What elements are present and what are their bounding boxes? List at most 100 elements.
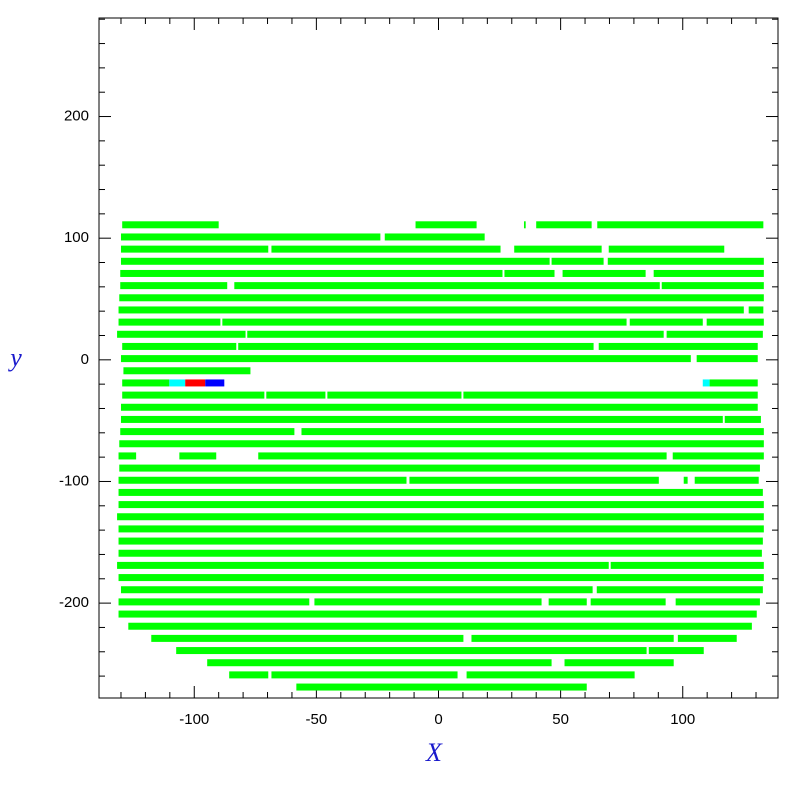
y-tick-label: -100: [59, 472, 89, 489]
strip: [523, 221, 526, 229]
strip: [551, 257, 604, 265]
strip: [118, 610, 757, 618]
strip: [120, 355, 691, 363]
x-tick-label: -100: [179, 711, 209, 728]
strip: [666, 330, 763, 338]
strip: [590, 598, 666, 606]
strip: [564, 659, 674, 667]
strip: [629, 318, 703, 326]
strip: [709, 379, 758, 387]
strip: [118, 598, 310, 606]
strip: [648, 647, 704, 655]
strip: [122, 391, 265, 399]
strip: [118, 549, 762, 557]
strip: [207, 659, 552, 667]
strip: [675, 598, 760, 606]
x-tick-label: 0: [434, 711, 442, 728]
strip: [536, 221, 592, 229]
strip: [706, 318, 764, 326]
strip: [229, 671, 269, 679]
strip: [696, 355, 758, 363]
strip: [672, 452, 764, 460]
strip: [258, 452, 667, 460]
strip: [120, 257, 550, 265]
strip: [222, 318, 627, 326]
strip: [271, 671, 458, 679]
strip: [118, 318, 221, 326]
strip: [384, 233, 485, 241]
strip: [702, 379, 710, 387]
strip: [120, 415, 723, 423]
strip: [266, 391, 326, 399]
strip: [120, 233, 381, 241]
strip: [205, 379, 225, 387]
strip: [128, 622, 752, 630]
strip: [409, 476, 659, 484]
strip: [234, 282, 660, 290]
strip: [598, 342, 758, 350]
strip: [120, 269, 503, 277]
y-axis-label: y: [7, 343, 22, 372]
strip: [120, 245, 269, 253]
strip: [683, 476, 688, 484]
strip: [179, 452, 217, 460]
strip: [119, 464, 760, 472]
strip: [548, 598, 587, 606]
strip: [610, 561, 764, 569]
strip: [119, 440, 764, 448]
strip: [314, 598, 542, 606]
y-tick-label: 200: [64, 108, 89, 125]
strip: [661, 282, 764, 290]
strip: [118, 452, 137, 460]
strip: [120, 403, 758, 411]
x-axis-label: X: [425, 738, 443, 767]
strip: [415, 221, 477, 229]
strip: [119, 294, 764, 302]
strip: [653, 269, 764, 277]
strip: [463, 391, 758, 399]
strip: [607, 257, 764, 265]
strip: [117, 561, 609, 569]
strip: [118, 501, 764, 509]
strip: [117, 513, 764, 521]
strip: [118, 574, 764, 582]
strip: [748, 306, 764, 314]
strip: [118, 476, 407, 484]
strip: [471, 634, 674, 642]
strip: [118, 306, 744, 314]
x-tick-label: -50: [306, 711, 328, 728]
x-tick-label: 50: [552, 711, 569, 728]
strip: [123, 367, 251, 375]
strip: [118, 537, 763, 545]
strip: [118, 488, 763, 496]
strip: [118, 525, 764, 533]
strip: [677, 634, 737, 642]
strip: [608, 245, 725, 253]
strip: [120, 428, 295, 436]
y-tick-label: 0: [81, 351, 89, 368]
strip: [117, 330, 246, 338]
strip: [596, 586, 763, 594]
strip: [271, 245, 501, 253]
strip: [247, 330, 664, 338]
strip: [122, 221, 219, 229]
strip: [185, 379, 206, 387]
strip: [120, 282, 228, 290]
strip: [122, 379, 170, 387]
strip: [724, 415, 761, 423]
strip: [122, 342, 237, 350]
y-tick-label: 100: [64, 229, 89, 246]
strip: [694, 476, 759, 484]
strip: [176, 647, 647, 655]
strip: [466, 671, 635, 679]
strip: [151, 634, 464, 642]
strip: [597, 221, 764, 229]
strip: [238, 342, 594, 350]
strip: [301, 428, 764, 436]
strip: [562, 269, 646, 277]
strip: [120, 586, 593, 594]
y-tick-label: -200: [59, 594, 89, 611]
strip: [514, 245, 602, 253]
strip: [169, 379, 186, 387]
